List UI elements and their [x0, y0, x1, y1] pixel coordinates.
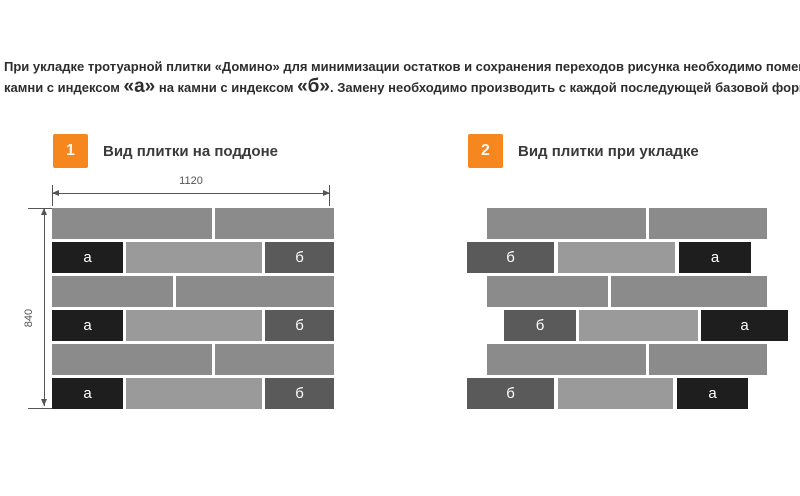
tile-gray: [487, 208, 646, 239]
tile-index-label: б: [295, 385, 304, 402]
tile-a: а: [679, 242, 751, 273]
tile-index-label: б: [295, 317, 304, 334]
tile-a: а: [52, 378, 123, 409]
tile-b: б: [467, 242, 554, 273]
intro-line-2: камни с индексом «а» на камни с индексом…: [4, 76, 800, 98]
width-dimension-label: 1120: [179, 175, 203, 187]
tile-b: б: [265, 310, 334, 341]
tile-gray: [176, 276, 334, 307]
tile-light: [558, 242, 675, 273]
tile-b: б: [504, 310, 576, 341]
tile-gray: [611, 276, 767, 307]
tile-light: [579, 310, 698, 341]
tile-light: [126, 378, 262, 409]
tile-index-label: а: [710, 249, 720, 266]
height-arrow-up-icon: [41, 208, 47, 215]
section-1-badge: 1: [53, 134, 88, 168]
height-dimension-line: [44, 208, 45, 406]
tile-index-label: а: [83, 249, 92, 266]
section-1-number: 1: [66, 142, 75, 159]
intro-line-2-seg3: . Замену необходимо производить с каждой…: [329, 80, 800, 95]
tile-gray: [52, 276, 173, 307]
tile-gray: [52, 208, 212, 239]
height-arrow-down-icon: [41, 399, 47, 406]
laying-diagram: б а б а б а: [467, 208, 789, 417]
width-dimension-line: [52, 193, 330, 194]
tile-gray: [215, 344, 334, 375]
tile-light: [126, 310, 262, 341]
tile-a: а: [52, 310, 123, 341]
tile-index-label: б: [506, 385, 515, 402]
intro-text: При укладке тротуарной плитки «Домино» д…: [4, 57, 800, 98]
height-extension-line-bottom: [28, 408, 52, 409]
height-dimension-label: 840: [23, 308, 35, 328]
section-2-title: Вид плитки при укладке: [518, 143, 699, 160]
tile-gray: [649, 344, 767, 375]
intro-line-1: При укладке тротуарной плитки «Домино» д…: [4, 59, 800, 74]
tile-gray: [487, 344, 646, 375]
width-arrow-left-icon: [52, 190, 59, 196]
pallet-diagram: а б а б а б: [52, 208, 334, 417]
tile-a: а: [677, 378, 748, 409]
index-b-emphasis: «б»: [297, 76, 330, 97]
tile-b: б: [265, 378, 334, 409]
section-1-title: Вид плитки на поддоне: [103, 143, 278, 160]
tile-index-label: а: [83, 317, 92, 334]
tile-index-label: б: [295, 249, 304, 266]
tile-a: а: [52, 242, 123, 273]
index-a-emphasis: «а»: [123, 76, 156, 97]
tile-index-label: б: [506, 249, 515, 266]
tile-gray: [52, 344, 212, 375]
tile-index-label: а: [740, 317, 749, 334]
tile-gray: [215, 208, 334, 239]
section-2-badge: 2: [468, 134, 503, 168]
tile-gray: [649, 208, 767, 239]
tile-b: б: [467, 378, 554, 409]
tile-a: а: [701, 310, 788, 341]
tile-gray: [487, 276, 608, 307]
tile-b: б: [265, 242, 334, 273]
tile-light: [558, 378, 673, 409]
width-arrow-right-icon: [323, 190, 330, 196]
section-2-number: 2: [481, 142, 490, 159]
tile-index-label: б: [535, 317, 545, 334]
tile-index-label: а: [708, 385, 717, 402]
intro-line-2-seg2: на камни с индексом: [155, 80, 298, 95]
height-extension-line-top: [28, 208, 52, 209]
intro-line-2-seg1: камни с индексом: [4, 80, 124, 95]
tile-light: [126, 242, 262, 273]
tile-index-label: а: [83, 385, 92, 402]
